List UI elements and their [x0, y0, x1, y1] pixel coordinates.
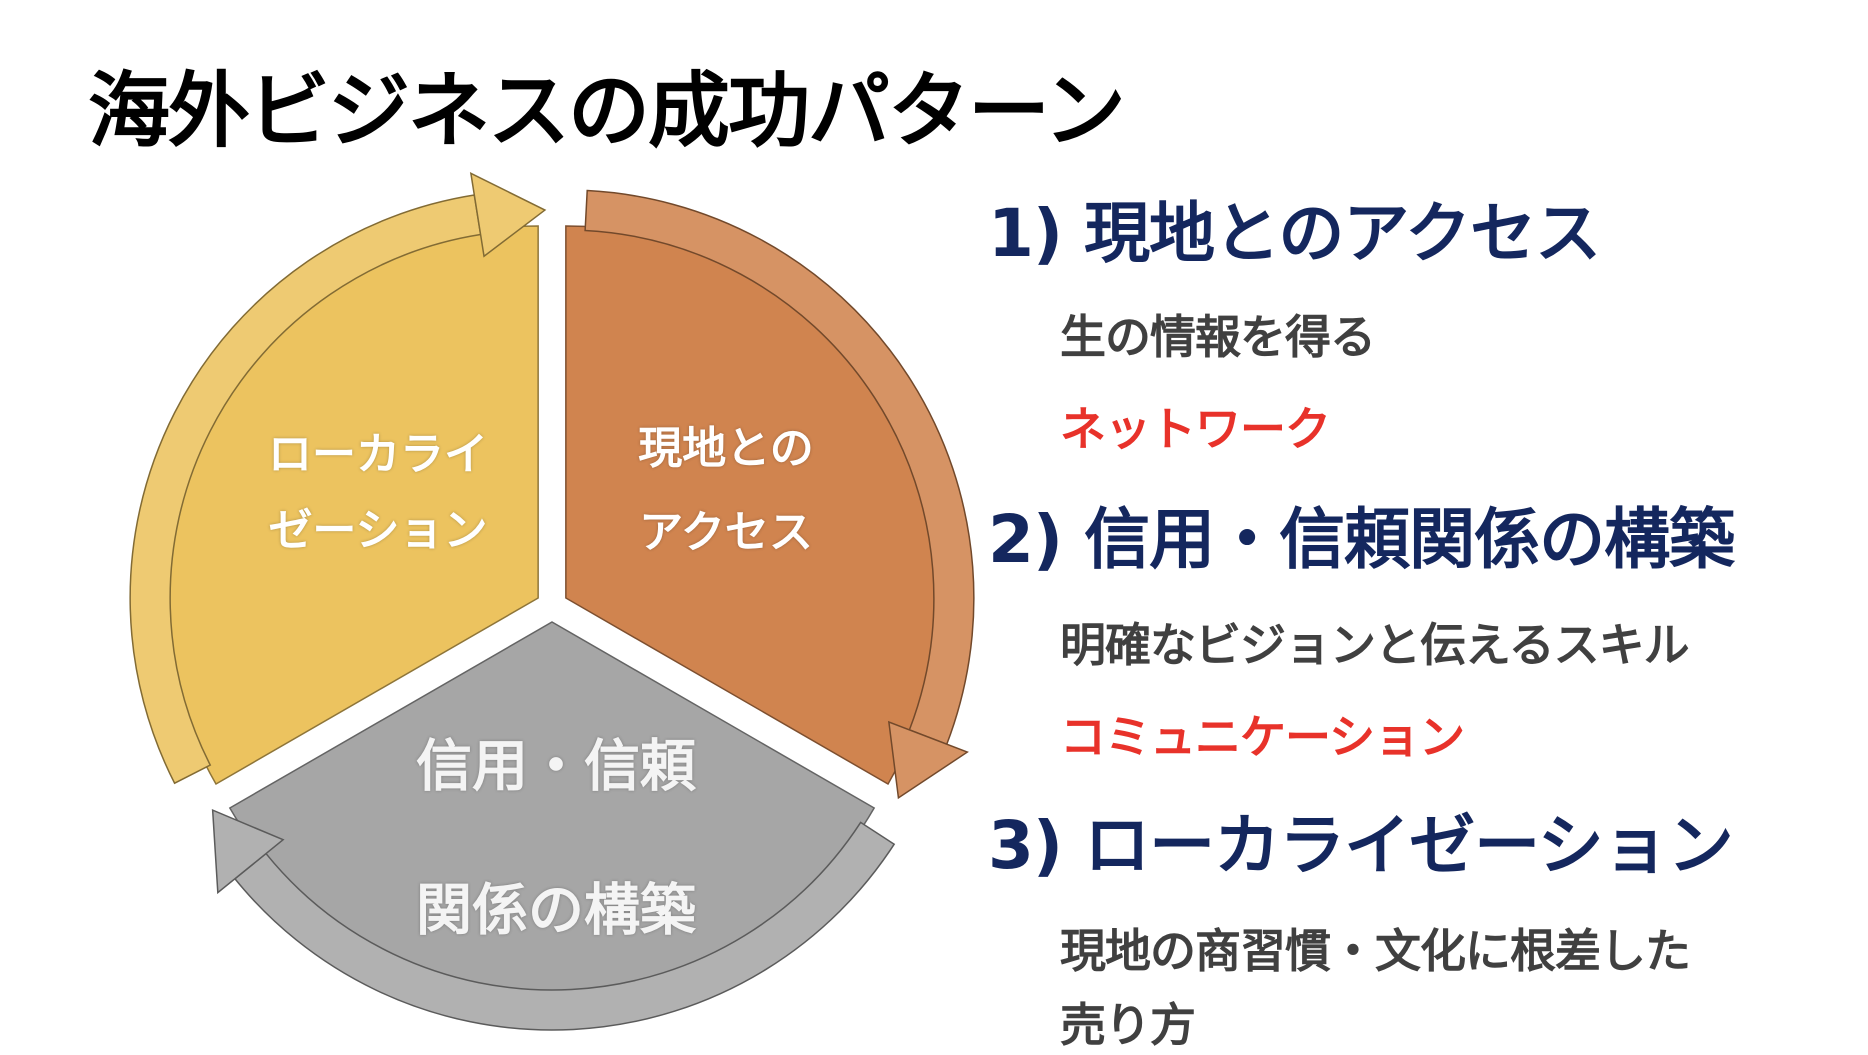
segment-trust-arrowhead-icon	[211, 808, 285, 895]
point-3-detail-line1: 現地の商習慣・文化に根差した	[1060, 924, 1691, 978]
segment-localization-label-line2: ゼーション	[268, 505, 488, 556]
point-1-keyword: ネットワーク	[1060, 402, 1331, 456]
point-2-heading: 2) 信用・信頼関係の構築	[988, 501, 1735, 578]
point-1-detail: 生の情報を得る	[1060, 310, 1376, 364]
segment-localization-arrowhead-icon	[469, 171, 547, 258]
segment-localization-label-line1: ローカライ	[268, 429, 488, 480]
point-2-keyword: コミュニケーション	[1060, 710, 1465, 764]
segment-access-label-line1: 現地との	[638, 423, 814, 474]
point-3-detail-line2: 売り方	[1060, 998, 1196, 1052]
point-1-heading: 1) 現地とのアクセス	[988, 195, 1601, 272]
segment-trust-label-line1: 信用・信頼	[416, 734, 696, 800]
segment-access-arrowhead-icon	[887, 720, 969, 800]
point-2-detail: 明確なビジョンと伝えるスキル	[1060, 618, 1690, 672]
page-title: 海外ビジネスの成功パターン	[88, 64, 1126, 159]
segment-access	[565, 189, 975, 800]
segment-access-label-line2: アクセス	[639, 507, 813, 558]
segment-trust-label-line2: 関係の構築	[416, 878, 696, 944]
point-3-heading: 3) ローカライゼーション	[988, 807, 1734, 884]
segment-trust	[211, 621, 896, 1031]
segment-localization	[129, 171, 547, 786]
